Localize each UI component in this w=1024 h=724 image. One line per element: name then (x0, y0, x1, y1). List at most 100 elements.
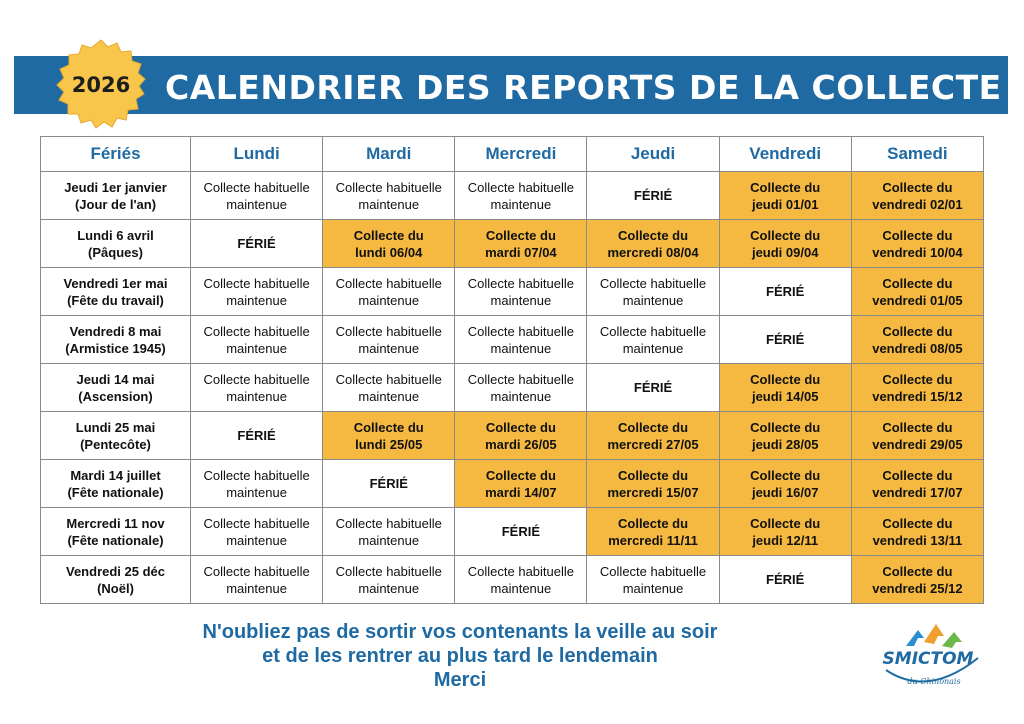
col-header-mardi: Mardi (322, 136, 456, 172)
cell-line-2: maintenue (226, 580, 287, 596)
cell-vendredi-ferie: FÉRIÉ (718, 555, 852, 604)
holiday-cell: Vendredi 8 mai (Armistice 1945) (40, 315, 191, 364)
holiday-occasion: (Fête du travail) (67, 292, 164, 308)
footer-reminder: N'oubliez pas de sortir vos contenants l… (120, 620, 800, 704)
logo-arrow-orange (924, 624, 944, 644)
holiday-occasion: (Pentecôte) (80, 436, 151, 452)
cell-line-1: Collecte habituelle (467, 179, 574, 195)
cell-line-1: Collecte habituelle (335, 563, 442, 579)
cell-line-2: jeudi 28/05 (751, 436, 819, 452)
cell-mardi-normal: Collecte habituelle maintenue (322, 315, 456, 364)
cell-line-2: vendredi 25/12 (872, 580, 963, 596)
logo-wordmark: SMICTOM (883, 649, 974, 669)
holiday-occasion: (Noël) (97, 580, 134, 596)
cell-jeudi-report: Collecte du mercredi 27/05 (586, 411, 720, 460)
holiday-occasion: (Jour de l'an) (74, 196, 157, 212)
cell-line-1: FÉRIÉ (633, 380, 673, 395)
cell-line-1: Collecte du (750, 419, 821, 435)
cell-line-1: Collecte du (882, 467, 953, 483)
cell-line-2: vendredi 29/05 (872, 436, 963, 452)
cell-line-1: Collecte du (485, 419, 556, 435)
cell-line-2: vendredi 01/05 (872, 292, 963, 308)
cell-vendredi-ferie: FÉRIÉ (718, 267, 852, 316)
cell-line-1: Collecte du (882, 227, 953, 243)
cell-line-2: mercredi 15/07 (607, 484, 699, 500)
cell-line-1: Collecte habituelle (335, 371, 442, 387)
table-row: Mardi 14 juillet (Fête nationale) Collecte… (40, 459, 985, 508)
cell-line-1: Collecte habituelle (599, 323, 707, 339)
table-row: Vendredi 8 mai (Armistice 1945) Collecte h… (40, 315, 985, 364)
cell-samedi-report: Collecte du vendredi 13/11 (850, 507, 985, 556)
cell-line-1: Collecte du (618, 467, 689, 483)
cell-line-2: vendredi 15/12 (872, 388, 963, 404)
cell-lundi-normal: Collecte habituelle maintenue (189, 267, 324, 316)
cell-line-1: Collecte habituelle (335, 275, 442, 291)
holiday-occasion: (Pâques) (88, 244, 143, 260)
cell-samedi-report: Collecte du vendredi 17/07 (850, 459, 985, 508)
cell-line-2: maintenue (226, 388, 287, 404)
cell-line-2: vendredi 02/01 (872, 196, 963, 212)
cell-line-1: FÉRIÉ (501, 524, 541, 539)
cell-line-1: FÉRIÉ (237, 236, 276, 251)
cell-line-2: lundi 06/04 (355, 244, 423, 260)
cell-mardi-normal: Collecte habituelle maintenue (322, 507, 456, 556)
cell-mardi-report: Collecte du lundi 06/04 (322, 219, 456, 268)
cell-line-2: maintenue (226, 196, 287, 212)
cell-line-2: lundi 25/05 (355, 436, 423, 452)
cell-line-2: maintenue (622, 292, 684, 308)
cell-vendredi-report: Collecte du jeudi 28/05 (718, 411, 852, 460)
cell-line-1: Collecte du (882, 275, 953, 291)
table-header-row: Fériés Lundi Mardi Mercredi Jeudi Vendre… (40, 136, 985, 172)
cell-jeudi-normal: Collecte habituelle maintenue (586, 267, 720, 316)
cell-line-2: maintenue (226, 532, 287, 548)
col-header-jeudi: Jeudi (586, 136, 720, 172)
cell-line-2: vendredi 13/11 (872, 532, 963, 548)
cell-line-1: Collecte habituelle (203, 371, 310, 387)
holiday-name: Lundi 25 mai (75, 419, 156, 435)
cell-line-2: maintenue (358, 532, 420, 548)
cell-mardi-normal: Collecte habituelle maintenue (322, 555, 456, 604)
cell-line-2: jeudi 01/01 (751, 196, 819, 212)
cell-line-2: jeudi 09/04 (751, 244, 819, 260)
cell-line-1: Collecte du (750, 227, 821, 243)
cell-jeudi-report: Collecte du mercredi 11/11 (586, 507, 720, 556)
table-row: Vendredi 1er mai (Fête du travail) Collect… (40, 267, 985, 316)
col-header-feries: Fériés (40, 136, 191, 172)
holiday-name: Jeudi 1er janvier (64, 179, 167, 195)
holiday-cell: Jeudi 1er janvier (Jour de l'an) (40, 171, 191, 220)
logo-swoosh (885, 657, 979, 683)
cell-line-2: maintenue (226, 292, 287, 308)
holiday-cell: Vendredi 25 déc (Noël) (40, 555, 191, 604)
table-row: Mercredi 11 nov (Fête nationale) Collecte … (40, 507, 985, 556)
cell-line-2: vendredi 17/07 (872, 484, 963, 500)
cell-mardi-ferie: FÉRIÉ (322, 459, 456, 508)
cell-samedi-report: Collecte du vendredi 10/04 (850, 219, 985, 268)
cell-line-1: Collecte du (750, 371, 821, 387)
cell-line-2: maintenue (358, 340, 420, 356)
title-banner (14, 56, 1008, 114)
year-label: 2026 (71, 73, 131, 97)
cell-line-1: Collecte du (882, 371, 953, 387)
cell-line-1: FÉRIÉ (369, 476, 408, 491)
col-header-samedi: Samedi (850, 136, 985, 172)
cell-line-1: Collecte habituelle (467, 371, 574, 387)
cell-jeudi-ferie: FÉRIÉ (586, 363, 720, 412)
cell-line-2: mardi 14/07 (485, 484, 557, 500)
year-badge (56, 39, 146, 129)
table-row: Lundi 25 mai (Pentecôte) FÉRIÉ Collecte du l… (40, 411, 985, 460)
cell-vendredi-report: Collecte du jeudi 12/11 (718, 507, 852, 556)
holiday-cell: Vendredi 1er mai (Fête du travail) (40, 267, 191, 316)
cell-mercredi-normal: Collecte habituelle maintenue (454, 171, 588, 220)
cell-lundi-normal: Collecte habituelle maintenue (189, 507, 324, 556)
cell-line-2: maintenue (358, 196, 420, 212)
cell-lundi-normal: Collecte habituelle maintenue (189, 459, 324, 508)
col-header-mercredi: Mercredi (454, 136, 588, 172)
cell-line-1: Collecte habituelle (203, 323, 310, 339)
cell-jeudi-report: Collecte du mercredi 08/04 (586, 219, 720, 268)
cell-line-1: Collecte habituelle (335, 179, 442, 195)
cell-jeudi-normal: Collecte habituelle maintenue (586, 315, 720, 364)
cell-lundi-ferie: FÉRIÉ (189, 411, 324, 460)
cell-mercredi-normal: Collecte habituelle maintenue (454, 555, 588, 604)
cell-line-1: Collecte du (618, 419, 689, 435)
cell-line-1: Collecte du (750, 179, 821, 195)
